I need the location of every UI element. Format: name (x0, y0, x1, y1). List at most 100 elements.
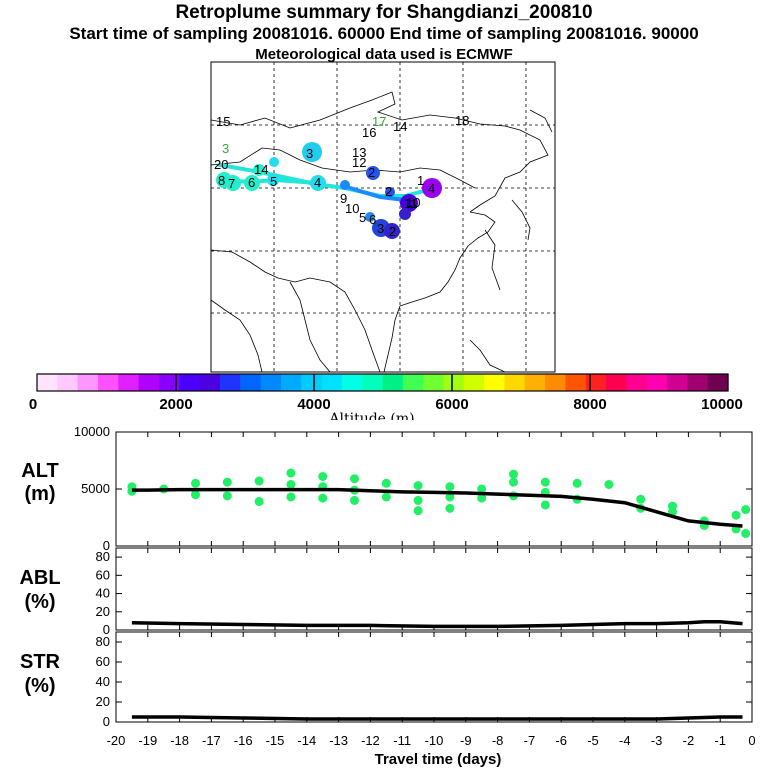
y-tick-label: 80 (96, 634, 110, 649)
colorbar-tick: 8000 (573, 396, 606, 413)
y-tick-label: 0 (103, 538, 110, 553)
series-line (131, 620, 743, 629)
str-side-label: STR (20, 651, 61, 673)
particle-point (413, 481, 423, 491)
x-tick-label: -15 (266, 733, 285, 748)
colorbar-cell (626, 374, 648, 391)
particle-point (191, 490, 200, 500)
particle-point (445, 482, 455, 492)
colorbar-cell (280, 374, 302, 391)
particle-point (381, 478, 391, 488)
map-label: 20 (214, 157, 228, 172)
y-tick-label: 5000 (81, 481, 110, 496)
colorbar-cell (158, 374, 180, 391)
particle-point (445, 503, 455, 513)
colorbar-cell (341, 374, 363, 391)
trajectory-markers (216, 142, 442, 239)
y-tick-label: 40 (96, 586, 110, 601)
map-label: 13 (352, 145, 366, 160)
particle-point (741, 505, 751, 515)
particle-point (731, 510, 741, 520)
abl-unit-label: (%) (24, 591, 55, 613)
colorbar-cell (707, 374, 729, 391)
map-label: 16 (362, 125, 376, 140)
map-label: 1 (417, 173, 424, 188)
colorbar-cell (687, 374, 709, 391)
particle-point (286, 492, 296, 502)
colorbar-cell (565, 374, 587, 391)
x-tick-label: -5 (587, 733, 599, 748)
map-label: 14 (393, 119, 407, 134)
colorbar-cell (402, 374, 424, 391)
x-tick-label: -6 (555, 733, 567, 748)
y-tick-label: 0 (103, 622, 110, 637)
map-label: 18 (455, 113, 469, 128)
colorbar-cell (260, 374, 282, 391)
map-label: 3 (377, 221, 384, 236)
y-tick-label: 40 (96, 674, 110, 689)
colorbar-tick: 2000 (159, 396, 192, 413)
map-label: 5 (359, 210, 366, 225)
x-tick-label: -16 (234, 733, 253, 748)
x-tick-label: -18 (170, 733, 189, 748)
map-label: 4 (314, 175, 321, 190)
particle-point (413, 495, 423, 505)
colorbar-tick: 4000 (297, 396, 330, 413)
particle-point (318, 471, 328, 481)
colorbar-cell (97, 374, 119, 391)
map-label: 6 (369, 212, 376, 227)
particle-point (604, 479, 614, 489)
colorbar-tick: 0 (29, 396, 37, 413)
particle-point (477, 493, 487, 503)
x-tick-label: -7 (524, 733, 536, 748)
map-label: 17 (372, 114, 386, 129)
map-label: 8 (218, 173, 225, 188)
particle-point (222, 491, 232, 501)
y-tick-label: 60 (96, 654, 110, 669)
map-label: 10 (345, 201, 359, 216)
retroplume-map: 18 17 16 14 13 3 12 2 1 4 10 9 11 5 2 6 … (29, 61, 743, 420)
panel-frame (115, 631, 753, 723)
alt-unit-label: (m) (24, 483, 55, 505)
colorbar-cell (504, 374, 526, 391)
particle-point (445, 492, 455, 502)
colorbar-cell (585, 374, 607, 391)
particle-point (222, 477, 232, 487)
y-tick-label: 0 (103, 714, 110, 729)
colorbar-cell (77, 374, 99, 391)
met-data-note: Meteorological data used is ECMWF (255, 46, 513, 63)
particle-point (540, 500, 550, 510)
abl-side-label: ABL (19, 567, 60, 589)
y-tick-label: 60 (96, 567, 110, 582)
x-tick-label: -12 (361, 733, 380, 748)
particle-point (350, 495, 359, 505)
x-tick-label: -11 (393, 733, 411, 748)
particle-point (350, 474, 359, 484)
map-label: 9 (340, 191, 347, 206)
colorbar-cell (321, 374, 343, 391)
map-label: 7 (228, 176, 235, 191)
particle-point (191, 478, 200, 488)
str-unit-label: (%) (24, 675, 55, 697)
particle-point (636, 494, 646, 504)
chart-title: Retroplume summary for Shangdianzi_20081… (175, 2, 593, 23)
colorbar-label: Altitude (m) (328, 411, 414, 420)
particle-point (286, 479, 296, 489)
particle-point (572, 478, 582, 488)
map-label: 2 (368, 165, 375, 180)
map-label: 6 (248, 175, 255, 190)
colorbar-cell (606, 374, 627, 391)
colorbar-cell (463, 374, 485, 391)
particle-point (254, 476, 264, 486)
colorbar-cell (301, 374, 323, 391)
map-label: 15 (216, 114, 230, 129)
y-tick-label: 10000 (74, 424, 110, 439)
panel-frame (115, 547, 753, 631)
colorbar-cell (219, 374, 241, 391)
x-axis-label: Travel time (days) (375, 751, 502, 768)
x-tick-label: -8 (492, 733, 504, 748)
colorbar-cell (484, 374, 506, 391)
particle-point (286, 468, 296, 478)
particle-point (477, 484, 487, 494)
map-label: 4 (428, 181, 435, 196)
